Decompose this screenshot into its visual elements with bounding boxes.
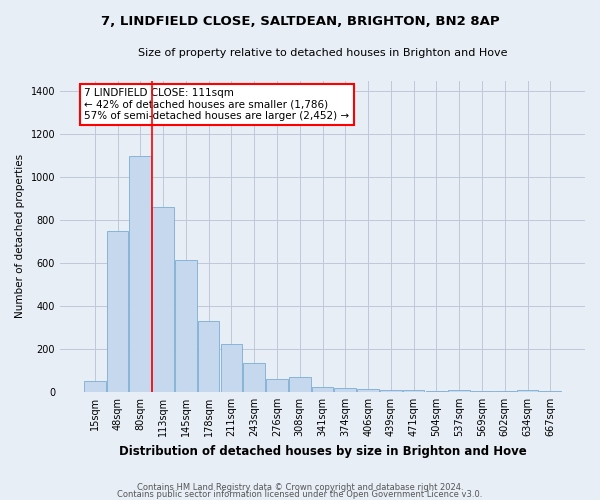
Bar <box>334 388 356 392</box>
Bar <box>289 377 311 392</box>
Bar <box>130 156 151 392</box>
Bar <box>494 391 515 392</box>
Title: Size of property relative to detached houses in Brighton and Hove: Size of property relative to detached ho… <box>138 48 507 58</box>
Text: 7 LINDFIELD CLOSE: 111sqm
← 42% of detached houses are smaller (1,786)
57% of se: 7 LINDFIELD CLOSE: 111sqm ← 42% of detac… <box>85 88 350 121</box>
Bar <box>266 379 288 392</box>
Bar <box>380 390 401 392</box>
Bar <box>471 391 493 392</box>
Bar <box>175 260 197 392</box>
Text: 7, LINDFIELD CLOSE, SALTDEAN, BRIGHTON, BN2 8AP: 7, LINDFIELD CLOSE, SALTDEAN, BRIGHTON, … <box>101 15 499 28</box>
Bar <box>152 207 174 392</box>
Bar <box>403 390 424 392</box>
Bar <box>198 321 220 392</box>
Bar <box>107 231 128 392</box>
Bar <box>539 391 561 392</box>
Bar <box>221 344 242 392</box>
Bar <box>357 388 379 392</box>
Bar <box>425 391 447 392</box>
Bar <box>448 390 470 392</box>
Y-axis label: Number of detached properties: Number of detached properties <box>15 154 25 318</box>
Bar <box>312 386 334 392</box>
X-axis label: Distribution of detached houses by size in Brighton and Hove: Distribution of detached houses by size … <box>119 444 526 458</box>
Bar <box>517 390 538 392</box>
Bar <box>244 363 265 392</box>
Bar <box>84 381 106 392</box>
Text: Contains public sector information licensed under the Open Government Licence v3: Contains public sector information licen… <box>118 490 482 499</box>
Text: Contains HM Land Registry data © Crown copyright and database right 2024.: Contains HM Land Registry data © Crown c… <box>137 484 463 492</box>
